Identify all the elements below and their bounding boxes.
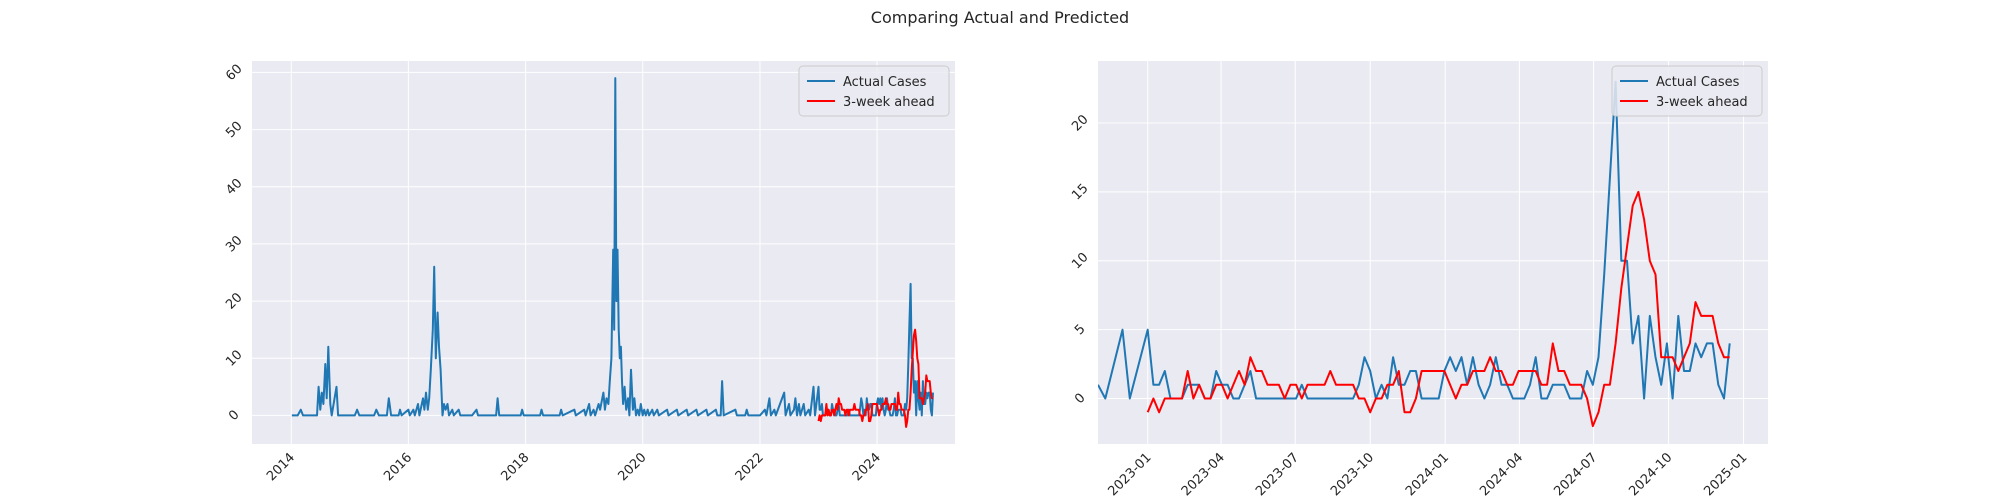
plot-area: [252, 61, 955, 444]
x-tick-label: 2022: [733, 450, 767, 484]
series-line-3-week-ahead: [817, 328, 933, 428]
x-tick-label: 2023-04: [1179, 450, 1228, 499]
legend: Actual Cases 3-week ahead: [798, 65, 950, 117]
x-tick-label: 2023-07: [1253, 450, 1302, 499]
y-tick-label: 15: [1069, 181, 1091, 203]
x-tick-label: 2024-10: [1626, 450, 1675, 499]
y-tick-label: 50: [223, 119, 245, 141]
legend-label: 3-week ahead: [1656, 95, 1748, 110]
y-tick-label: 20: [1069, 112, 1091, 134]
x-tick-label: 2018: [498, 450, 532, 484]
legend: Actual Cases 3-week ahead: [1611, 65, 1763, 117]
figure-title: Comparing Actual and Predicted: [870, 8, 1130, 27]
x-tick-label: 2023-10: [1328, 450, 1377, 499]
series-line-3-week-ahead: [1146, 190, 1730, 428]
y-tick-label: 10: [1069, 250, 1091, 272]
x-tick-label: 2024: [850, 450, 884, 484]
x-tick-label: 2024-04: [1477, 450, 1526, 499]
y-tick-label: 40: [223, 176, 245, 198]
y-tick-label: 5: [1072, 322, 1088, 338]
x-tick-label: 2014: [264, 450, 298, 484]
y-tick-label: 30: [223, 233, 245, 255]
x-tick-label: 2016: [381, 450, 415, 484]
x-tick-label: 2024-01: [1403, 450, 1452, 499]
x-tick-label: 2024-07: [1551, 450, 1600, 499]
legend-box: [798, 65, 950, 117]
chart-panel-2: 2023-01 2023-04 2023-07 2023-10 2024-01 2024-…: [1069, 61, 1768, 499]
y-tick-label: 60: [223, 62, 245, 84]
chart-panel-1: 2014 2016 2018 2020 2022 2024 0 10 20 30 40 50 60 Act…: [223, 61, 955, 484]
y-tick-label: 20: [223, 290, 245, 312]
legend-label: Actual Cases: [843, 75, 927, 90]
x-tick-label: 2025-01: [1701, 450, 1750, 499]
y-tick-label: 10: [223, 347, 245, 369]
x-tick-label: 2020: [616, 450, 650, 484]
legend-box: [1611, 65, 1763, 117]
plot-area: [1098, 61, 1768, 444]
y-tick-label: 0: [1072, 391, 1088, 407]
series-line-actual-cases: [1098, 80, 1731, 400]
y-tick-label: 0: [226, 408, 242, 424]
series-line-actual-cases: [291, 77, 934, 417]
legend-label: 3-week ahead: [843, 95, 935, 110]
legend-label: Actual Cases: [1656, 75, 1740, 90]
x-tick-label: 2023-01: [1106, 450, 1155, 499]
